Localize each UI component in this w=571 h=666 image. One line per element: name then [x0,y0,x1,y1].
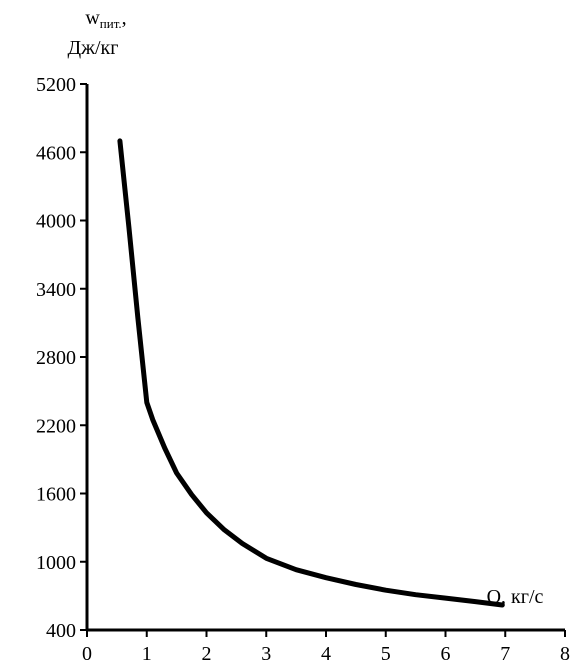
y-tick-label: 1000 [36,552,76,574]
x-tick-label: 3 [261,643,271,665]
y-axis-title-subscript: пит. [100,16,122,31]
x-tick-label: 4 [321,643,331,665]
y-axis-title: wпит., Дж/кг [68,7,127,59]
x-tick-label: 5 [381,643,391,665]
y-tick-label: 2200 [36,415,76,437]
y-axis-title-main: wпит., [85,7,126,31]
x-tick-label: 8 [560,643,570,665]
x-tick-label: 6 [441,643,451,665]
x-axis-title: Q, кг/с [487,586,544,608]
x-tick-label: 7 [500,643,510,665]
y-axis-title-unit: Дж/кг [68,37,119,59]
y-tick-label: 3400 [36,279,76,301]
series-line [117,138,505,608]
y-tick-label: 4000 [36,211,76,233]
y-tick-label: 400 [46,620,76,642]
x-tick-label: 0 [82,643,92,665]
x-tick-label: 1 [142,643,152,665]
y-axis-title-symbol: w [85,7,100,29]
y-tick-label: 2800 [36,347,76,369]
y-axis-ticks: 400 1000 1600 2200 2800 3400 4000 4600 5200 [36,74,87,642]
x-axis-ticks: 0 1 2 3 4 5 6 7 8 [82,630,570,665]
x-tick-label: 2 [202,643,212,665]
y-axis-title-comma: , [122,7,127,29]
y-tick-label: 4600 [36,142,76,164]
y-tick-label: 1600 [36,484,76,506]
y-tick-label: 5200 [36,74,76,96]
